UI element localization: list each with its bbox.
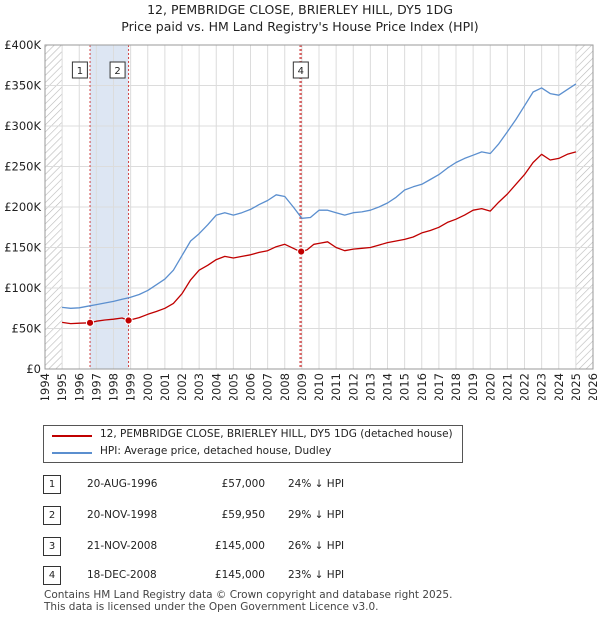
x-tick-label: 1998 — [107, 373, 121, 400]
table-row: 1 20-AUG-1996 £57,000 24% ↓ HPI — [43, 475, 443, 495]
transaction-date: 21-NOV-2008 — [87, 540, 158, 552]
x-tick-label: 2001 — [158, 373, 172, 400]
table-row: 4 18-DEC-2008 £145,000 23% ↓ HPI — [43, 566, 443, 586]
transaction-hpi: 23% ↓ HPI — [288, 569, 345, 581]
x-tick-label: 2005 — [226, 373, 240, 400]
x-tick-label: 2026 — [586, 373, 600, 400]
legend-swatch-property — [52, 435, 92, 437]
hpi-line — [62, 83, 577, 309]
y-tick-label: £0 — [26, 362, 41, 376]
transaction-price: £57,000 — [221, 478, 265, 490]
x-tick-label: 1994 — [38, 373, 52, 400]
x-tick-label: 2017 — [432, 373, 446, 400]
x-tick-label: 1997 — [89, 373, 103, 400]
x-tick-label: 2007 — [261, 373, 275, 400]
transaction-hpi: 29% ↓ HPI — [288, 509, 345, 521]
y-tick-label: £400K — [4, 38, 41, 52]
x-tick-label: 2025 — [569, 373, 583, 400]
transaction-hpi: 26% ↓ HPI — [288, 540, 345, 552]
transaction-badge: 3 — [43, 537, 61, 556]
x-tick-label: 2006 — [244, 373, 258, 400]
transaction-label-text: 4 — [298, 66, 304, 77]
x-tick-label: 2012 — [346, 373, 360, 400]
chart-subtitle: Price paid vs. HM Land Registry's House … — [121, 19, 479, 34]
transaction-badge: 1 — [43, 475, 61, 494]
x-tick-label: 2004 — [209, 373, 223, 400]
transaction-date: 20-AUG-1996 — [87, 478, 158, 490]
y-tick-label: £150K — [4, 241, 41, 255]
legend: 12, PEMBRIDGE CLOSE, BRIERLEY HILL, DY5 … — [43, 425, 463, 463]
transaction-price: £59,950 — [221, 509, 265, 521]
x-tick-label: 2010 — [312, 373, 326, 400]
transaction-point — [85, 318, 95, 327]
transaction-badge: 4 — [43, 566, 61, 585]
footer-copyright: Contains HM Land Registry data © Crown c… — [44, 589, 453, 601]
chart: 1 2 4 £0 £50K £100K £150K £200K £250K £300K £350K £… — [4, 38, 600, 400]
x-tick-label: 2002 — [175, 373, 189, 400]
transaction-label-box — [292, 61, 309, 79]
y-tick-label: £50K — [12, 322, 42, 336]
legend-label-property: 12, PEMBRIDGE CLOSE, BRIERLEY HILL, DY5 … — [100, 428, 453, 440]
y-tick-label: £250K — [4, 160, 41, 174]
transaction-label: 1 — [71, 61, 88, 79]
transaction-hpi: 24% ↓ HPI — [288, 478, 345, 490]
x-tick-label: 2013 — [363, 373, 377, 400]
x-tick-label: 2016 — [415, 373, 429, 400]
y-tick-label: £200K — [4, 200, 41, 214]
transaction-label: 2 — [109, 61, 126, 79]
transaction-price: £145,000 — [214, 540, 265, 552]
transaction-label-box — [109, 61, 126, 79]
y-tick-label: £350K — [4, 79, 41, 93]
x-tick-label: 1995 — [55, 373, 69, 400]
table-row: 2 20-NOV-1998 £59,950 29% ↓ HPI — [43, 506, 443, 526]
y-tick-label: £300K — [4, 119, 41, 133]
transaction-point — [297, 247, 306, 256]
y-tick-label: £100K — [4, 281, 41, 295]
chart-title: 12, PEMBRIDGE CLOSE, BRIERLEY HILL, DY5 … — [147, 2, 453, 17]
x-tick-label: 2003 — [192, 373, 206, 400]
transaction-label-text: 1 — [77, 66, 83, 77]
footer-licence: This data is licensed under the Open Gov… — [44, 601, 379, 613]
plot-frame — [44, 44, 594, 370]
legend-label-hpi: HPI: Average price, detached house, Dudl… — [100, 445, 332, 457]
x-tick-label: 2009 — [295, 373, 309, 400]
transaction-label: 4 — [292, 61, 309, 79]
x-tick-label: 2014 — [381, 373, 395, 400]
x-tick-label: 2015 — [398, 373, 412, 400]
x-tick-label: 1996 — [72, 373, 86, 400]
transaction-date: 20-NOV-1998 — [87, 509, 158, 521]
x-tick-label: 2020 — [483, 373, 497, 400]
property-line — [62, 151, 577, 325]
x-tick-label: 2019 — [466, 373, 480, 400]
transaction-label-text: 2 — [114, 66, 120, 77]
x-tick-label: 2011 — [329, 373, 343, 400]
x-tick-label: 2022 — [518, 373, 532, 400]
x-tick-label: 2008 — [278, 373, 292, 400]
x-tick-label: 2021 — [500, 373, 514, 400]
transaction-point — [124, 316, 133, 325]
table-row: 3 21-NOV-2008 £145,000 26% ↓ HPI — [43, 537, 443, 557]
transaction-badge: 2 — [43, 506, 61, 525]
x-tick-label: 2000 — [141, 373, 155, 400]
x-tick-label: 2018 — [449, 373, 463, 400]
legend-swatch-hpi — [52, 452, 92, 454]
transaction-price: £145,000 — [214, 569, 265, 581]
x-tick-label: 2023 — [535, 373, 549, 400]
x-tick-label: 2024 — [552, 373, 566, 400]
transaction-date: 18-DEC-2008 — [87, 569, 157, 581]
x-tick-label: 1999 — [124, 373, 138, 400]
transaction-label-box — [71, 61, 88, 79]
